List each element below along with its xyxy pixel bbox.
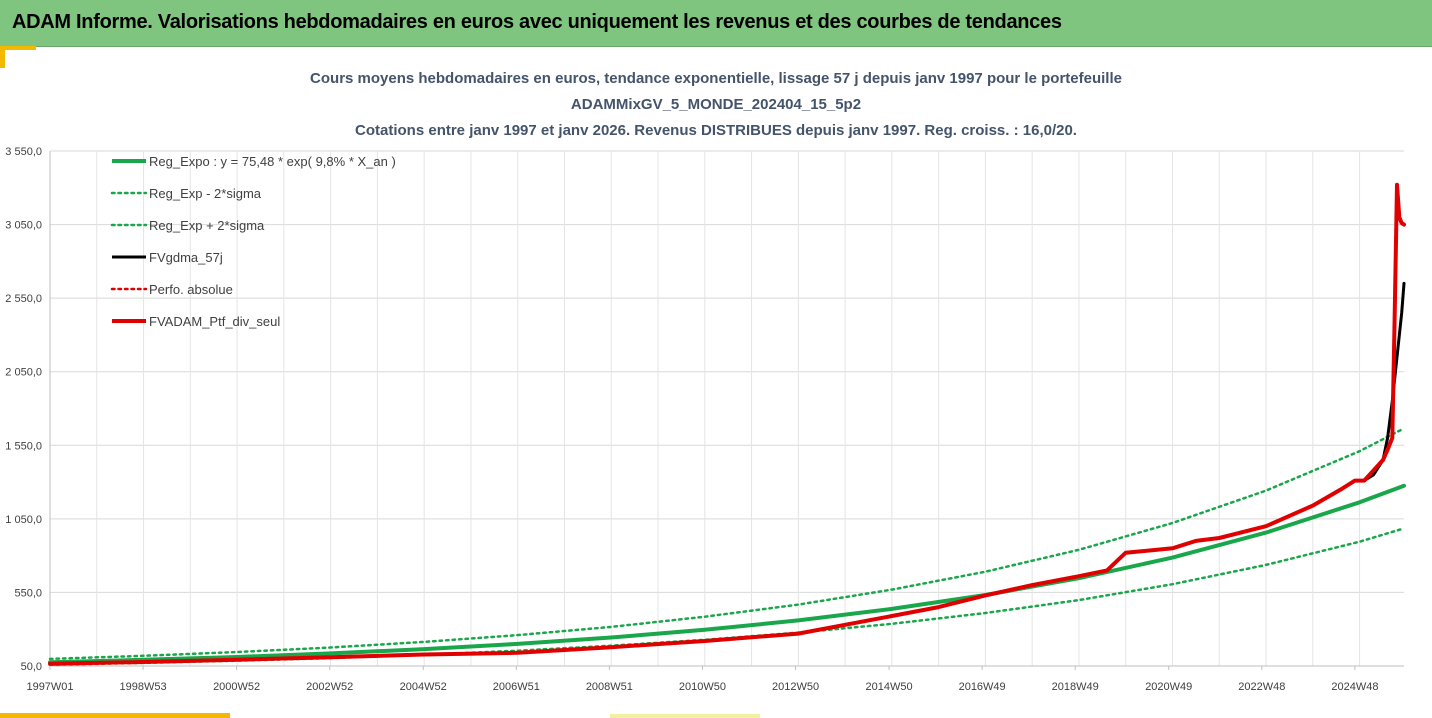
accent-bar-bottom-light	[610, 714, 760, 718]
accent-bar-top	[0, 46, 36, 50]
series-line-0	[48, 483, 1406, 665]
line-chart: 50,0 550,0 1 050,0 1 550,0 2 050,0 2 550,0 3 0…	[5, 146, 1406, 693]
x-tick-label: 2006W51	[493, 681, 540, 693]
x-tick-label: 2014W50	[866, 681, 913, 693]
legend-label: Reg_Exp - 2*sigma	[149, 186, 262, 201]
y-tick-label: 1 550,0	[5, 440, 42, 452]
series-line-4	[48, 183, 1406, 666]
x-tick-label: 2024W48	[1331, 681, 1378, 693]
accent-bar-left	[0, 46, 5, 68]
y-tick-label: 550,0	[14, 587, 42, 599]
y-tick-label: 3 550,0	[5, 146, 42, 158]
chart-title-line-2: ADAMMixGV_5_MONDE_202404_15_5p2	[570, 96, 862, 113]
y-tick-label: 2 550,0	[5, 293, 42, 305]
x-tick-label: 2020W49	[1145, 681, 1192, 693]
legend-label: Reg_Expo : y = 75,48 * exp( 9,8% * X_an …	[149, 154, 396, 169]
legend-label: Reg_Exp + 2*sigma	[149, 218, 265, 233]
x-tick-label: 1998W53	[120, 681, 167, 693]
legend-label: FVgdma_57j	[149, 250, 223, 265]
legend-label: FVADAM_Ptf_div_seul	[149, 314, 280, 329]
chart-title-line-3: Cotations entre janv 1997 et janv 2026. …	[355, 122, 1077, 139]
accent-bar-bottom	[0, 713, 230, 718]
y-tick-label: 50,0	[21, 661, 42, 673]
chart-title-block: Cours moyens hebdomadaires en euros, ten…	[0, 66, 1432, 144]
series-line-2	[48, 427, 1406, 661]
x-tick-label: 1997W01	[26, 681, 73, 693]
series-line-3	[48, 281, 1406, 666]
chart-title-line-1: Cours moyens hebdomadaires en euros, ten…	[310, 70, 1122, 87]
x-tick-label: 2008W51	[586, 681, 633, 693]
y-tick-label: 1 050,0	[5, 514, 42, 526]
y-tick-label: 3 050,0	[5, 220, 42, 232]
report-title: ADAM Informe. Valorisations hebdomadaire…	[12, 11, 1062, 33]
legend-label: Perfo. absolue	[149, 282, 233, 297]
y-tick-label: 2 050,0	[5, 367, 42, 379]
x-tick-label: 2004W52	[400, 681, 447, 693]
x-tick-label: 2012W50	[772, 681, 819, 693]
x-tick-label: 2000W52	[213, 681, 260, 693]
report-header: ADAM Informe. Valorisations hebdomadaire…	[0, 0, 1432, 47]
x-tick-label: 2022W48	[1238, 681, 1285, 693]
chart-area: Cours moyens hebdomadaires en euros, ten…	[0, 48, 1432, 716]
x-tick-label: 2016W49	[959, 681, 1006, 693]
x-tick-label: 2010W50	[679, 681, 726, 693]
x-tick-label: 2002W52	[306, 681, 353, 693]
x-tick-label: 2018W49	[1052, 681, 1099, 693]
